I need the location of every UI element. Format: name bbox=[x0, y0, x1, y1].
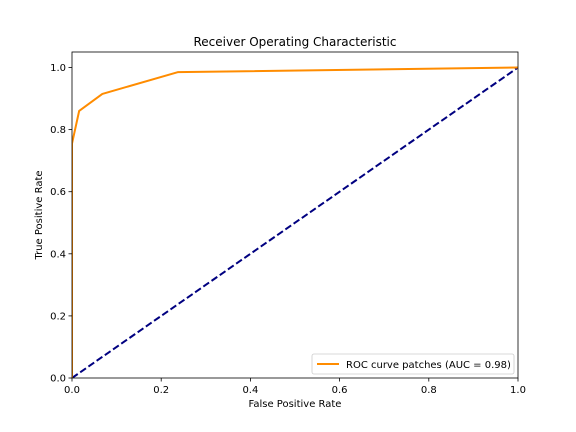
x-axis-ticks: 0.0 0.2 0.4 0.6 0.8 1.0 bbox=[64, 378, 526, 396]
legend-box bbox=[311, 353, 515, 375]
y-axis-ticks: 0.0 0.2 0.4 0.6 0.8 1.0 bbox=[50, 63, 72, 385]
x-tick-label: 0.0 bbox=[64, 385, 80, 396]
x-tick-label: 1.0 bbox=[510, 385, 526, 396]
x-tick-label: 0.2 bbox=[153, 385, 169, 396]
plot-frame bbox=[71, 51, 519, 379]
y-tick-label: 0.2 bbox=[50, 311, 66, 322]
y-tick-label: 0.4 bbox=[50, 249, 66, 260]
x-tick-label: 0.6 bbox=[332, 385, 348, 396]
x-axis-label: False Positive Rate bbox=[249, 399, 342, 410]
chance-diagonal-line bbox=[72, 66, 518, 378]
x-tick-label: 0.8 bbox=[421, 385, 437, 396]
legend-label-roc: ROC curve patches (AUC = 0.98) bbox=[346, 360, 511, 371]
y-tick-label: 0.0 bbox=[50, 374, 66, 385]
chart-title: Receiver Operating Characteristic bbox=[193, 35, 396, 49]
y-tick-label: 1.0 bbox=[50, 63, 66, 74]
x-tick-label: 0.4 bbox=[242, 385, 258, 396]
series-layer bbox=[72, 66, 518, 378]
y-tick-label: 0.6 bbox=[50, 187, 66, 198]
y-axis-label: True Positive Rate bbox=[34, 170, 45, 260]
roc-curve-line bbox=[72, 66, 518, 378]
legend: ROC curve patches (AUC = 0.98) bbox=[311, 353, 515, 375]
y-tick-label: 0.8 bbox=[50, 125, 66, 136]
